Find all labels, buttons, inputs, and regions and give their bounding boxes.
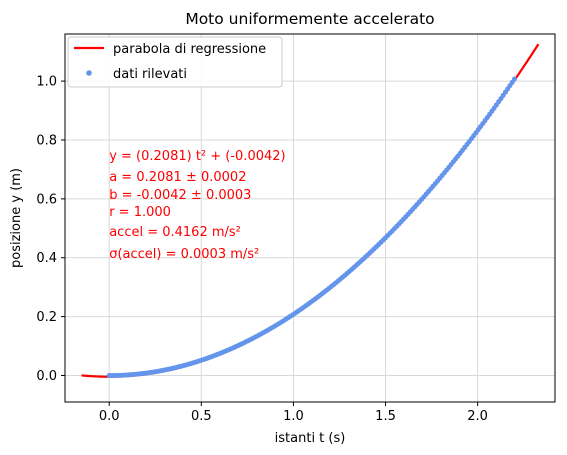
- annotation-line: r = 1.000: [109, 205, 171, 220]
- y-tick-label: 0.0: [36, 369, 57, 384]
- x-tick-label: 1.5: [375, 409, 396, 424]
- x-tick-label: 0.5: [191, 409, 212, 424]
- chart-title: Moto uniformemente accelerato: [185, 10, 434, 28]
- legend-entry-fit: parabola di regressione: [113, 42, 266, 57]
- data-point: [511, 76, 517, 82]
- legend: parabola di regressione dati rilevati: [67, 36, 283, 88]
- legend-entry-points: dati rilevati: [113, 67, 187, 82]
- annotation-line: b = -0.0042 ± 0.0003: [109, 188, 251, 203]
- y-tick-label: 0.4: [36, 251, 57, 266]
- y-tick-label: 1.0: [36, 75, 57, 90]
- y-tick-label: 0.8: [36, 133, 57, 148]
- plot-frame: [64, 33, 556, 403]
- legend-point-swatch: [86, 70, 92, 76]
- x-axis-label: istanti t (s): [275, 431, 346, 446]
- annotation-line: accel = 0.4162 m/s²: [109, 225, 241, 240]
- x-tick-label: 2.0: [467, 409, 488, 424]
- data-points: [106, 76, 517, 379]
- x-tick-label: 1.0: [283, 409, 304, 424]
- y-axis-label: posizione y (m): [9, 168, 24, 268]
- x-tick-label: 0.0: [99, 409, 120, 424]
- y-axis-ticks: 0.0 0.2 0.4 0.6 0.8 1.0: [36, 75, 65, 384]
- annotation-line: σ(accel) = 0.0003 m/s²: [109, 247, 259, 262]
- annotation-line: a = 0.2081 ± 0.0002: [109, 170, 246, 185]
- legend-box: [67, 36, 283, 88]
- y-tick-label: 0.6: [36, 192, 57, 207]
- annotation-line: y = (0.2081) t² + (-0.0042): [109, 149, 285, 164]
- x-axis-ticks: 0.0 0.5 1.0 1.5 2.0: [99, 402, 488, 424]
- y-tick-label: 0.2: [36, 310, 57, 325]
- annotations: y = (0.2081) t² + (-0.0042) a = 0.2081 ± …: [109, 149, 285, 262]
